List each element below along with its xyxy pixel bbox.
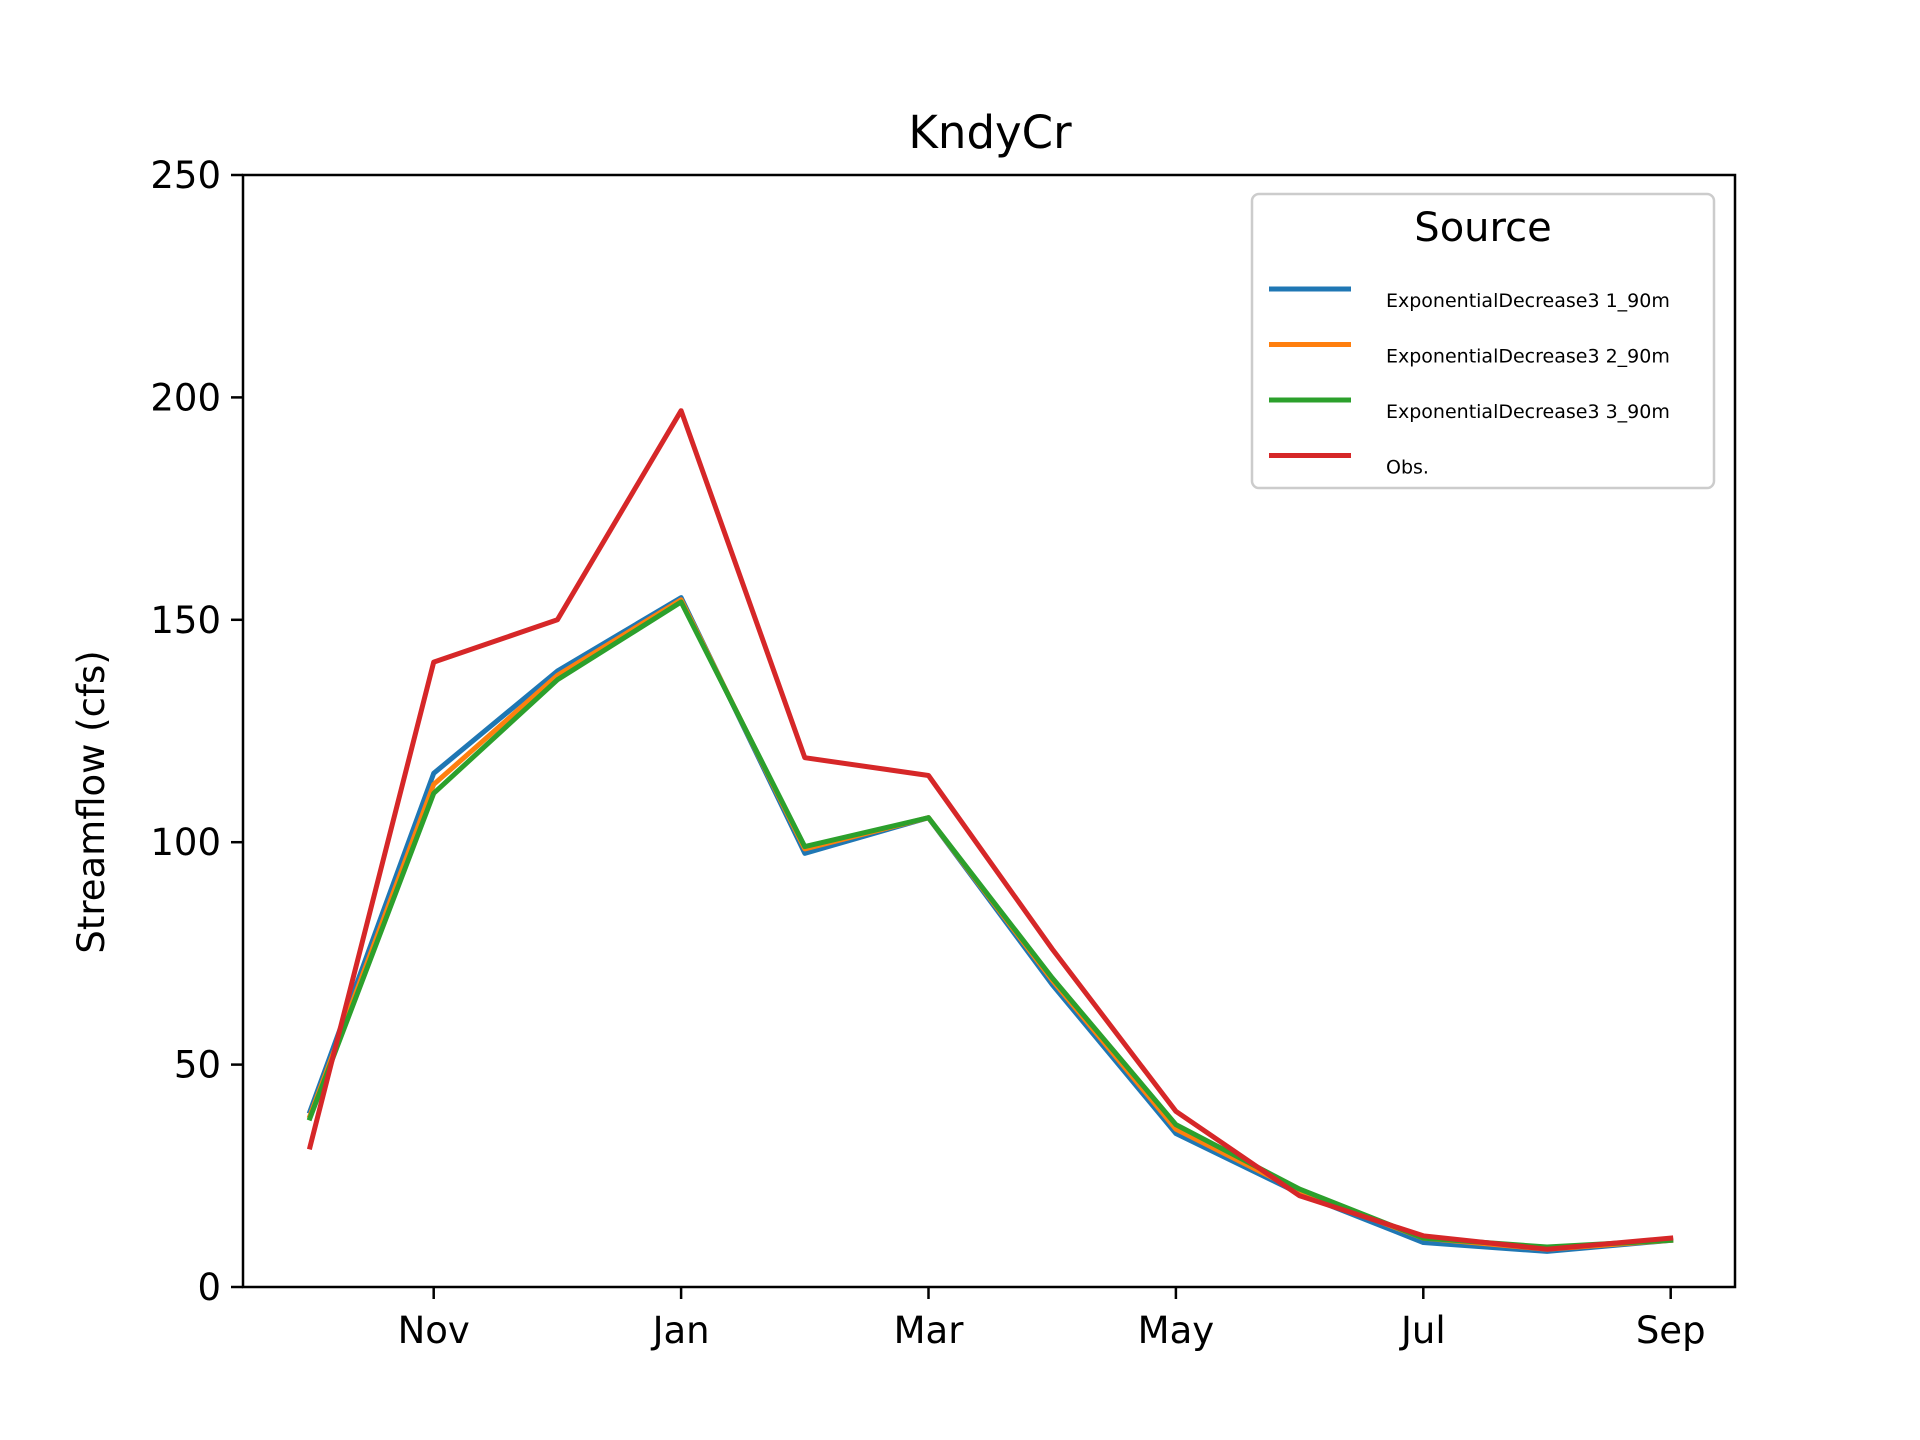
series-layer [306, 408, 1674, 1254]
chart-title: KndyCr [908, 106, 1072, 159]
y-axis: 0 50 100 150 200 250 [150, 154, 243, 1309]
legend-entry-label: Obs. [1386, 457, 1429, 479]
legend-entry-label: ExponentialDecrease3 3_90m [1386, 401, 1670, 423]
x-tick-label: Sep [1636, 1309, 1706, 1352]
x-tick-label: Jan [651, 1309, 710, 1352]
y-tick-label: 50 [174, 1044, 221, 1087]
legend-title: Source [1414, 205, 1551, 251]
legend: Source ExponentialDecrease3 1_90m Exponen… [1250, 192, 1716, 490]
legend-box [1250, 192, 1716, 490]
y-tick-label: 0 [197, 1266, 221, 1309]
x-tick-label: May [1138, 1309, 1215, 1352]
y-tick-label: 100 [150, 821, 221, 864]
x-tick-label: Mar [894, 1309, 965, 1352]
legend-entry-label: ExponentialDecrease3 1_90m [1386, 290, 1670, 312]
x-axis: Nov Jan Mar May Jul Sep [398, 1287, 1706, 1352]
y-tick-label: 250 [150, 154, 221, 197]
plot-frame [241, 173, 1737, 1289]
y-tick-label: 150 [150, 599, 221, 642]
legend-entry-label: ExponentialDecrease3 2_90m [1386, 346, 1670, 368]
x-tick-label: Jul [1399, 1309, 1446, 1352]
series-line-4 [306, 408, 1674, 1252]
y-tick-label: 200 [150, 376, 221, 419]
x-tick-label: Nov [398, 1309, 470, 1352]
y-axis-label: Streamflow (cfs) [70, 650, 113, 953]
